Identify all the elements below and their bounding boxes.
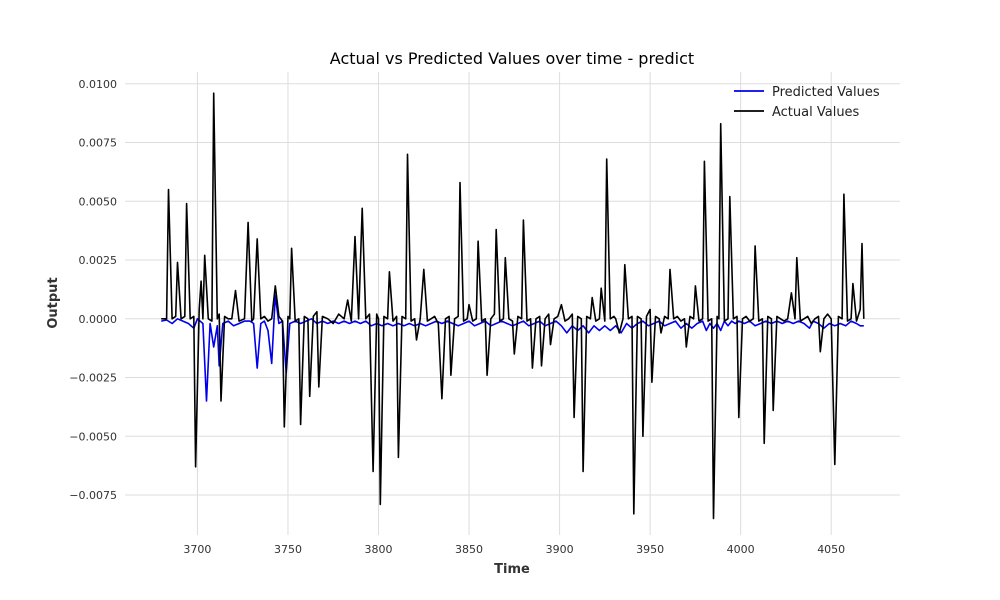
x-tick-label: 4050 xyxy=(817,543,845,556)
legend: Predicted Values Actual Values xyxy=(734,85,880,120)
y-tick-label: 0.0100 xyxy=(79,78,118,91)
x-tick-labels: 3700 3750 3800 3850 3900 3950 4000 4050 xyxy=(183,543,845,556)
x-tick-label: 3750 xyxy=(274,543,302,556)
y-tick-label: 0.0075 xyxy=(79,137,118,150)
y-tick-label: 0.0025 xyxy=(79,254,118,267)
y-tick-label: −0.0050 xyxy=(69,430,117,443)
y-tick-label: −0.0075 xyxy=(69,489,117,502)
x-tick-label: 3900 xyxy=(546,543,574,556)
x-axis-label: Time xyxy=(494,562,530,577)
y-tick-labels: 0.0100 0.0075 0.0050 0.0025 0.0000 −0.0025 −0.… xyxy=(69,78,117,502)
y-tick-label: 0.0050 xyxy=(79,195,118,208)
y-tick-label: 0.0000 xyxy=(79,313,118,326)
x-tick-label: 4000 xyxy=(727,543,755,556)
y-tick-label: −0.0025 xyxy=(69,372,117,385)
x-tick-label: 3950 xyxy=(636,543,664,556)
chart-title: Actual vs Predicted Values over time - p… xyxy=(330,49,694,68)
x-tick-label: 3850 xyxy=(455,543,483,556)
legend-label-predicted: Predicted Values xyxy=(772,85,880,100)
x-tick-label: 3700 xyxy=(183,543,211,556)
grid xyxy=(125,72,900,535)
series-layer xyxy=(161,92,865,520)
legend-label-actual: Actual Values xyxy=(772,105,860,120)
x-tick-label: 3800 xyxy=(365,543,393,556)
y-axis-label: Output xyxy=(46,277,61,328)
series-line-actual xyxy=(161,92,865,520)
